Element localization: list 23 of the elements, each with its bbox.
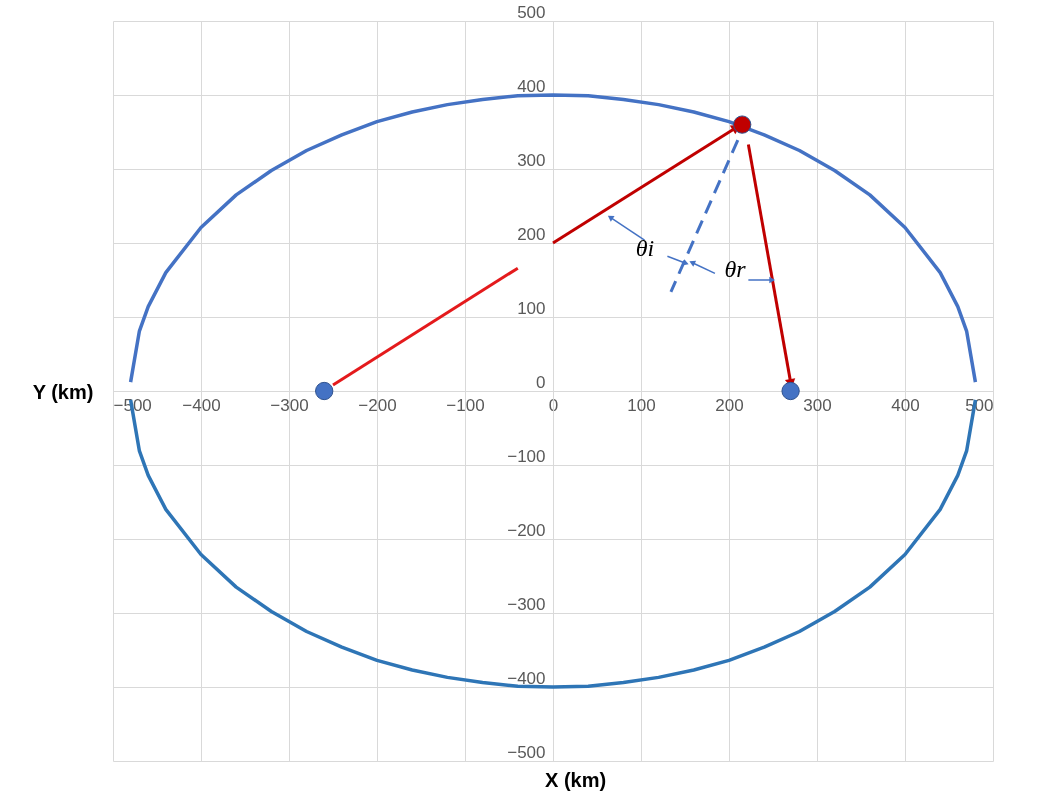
x-tick-label: −300 (270, 395, 309, 415)
y-tick-label: 300 (517, 150, 546, 170)
y-tick-label: 400 (517, 76, 546, 96)
y-axis-title: Y (km) (32, 381, 94, 403)
x-tick-label: 300 (803, 395, 832, 415)
x-tick-label: −400 (182, 395, 221, 415)
y-tick-label: −100 (507, 446, 546, 466)
x-tick-label: −200 (358, 395, 397, 415)
annotation: θr (724, 256, 747, 282)
annotation: θi (635, 235, 655, 261)
x-tick-label: 200 (715, 395, 744, 415)
y-tick-label: −200 (507, 520, 546, 540)
y-tick-label: −500 (507, 742, 546, 762)
y-tick-label: 0 (536, 372, 546, 392)
x-tick-label: 100 (627, 395, 656, 415)
x-tick-label: −100 (446, 395, 485, 415)
x-tick-label: 400 (891, 395, 920, 415)
y-tick-label: −400 (507, 668, 546, 688)
y-tick-label: −300 (507, 594, 546, 614)
x-axis-title: X (km) (545, 769, 607, 791)
y-tick-label: 500 (517, 2, 546, 22)
y-tick-label: 100 (517, 298, 546, 318)
y-tick-label: 200 (517, 224, 546, 244)
